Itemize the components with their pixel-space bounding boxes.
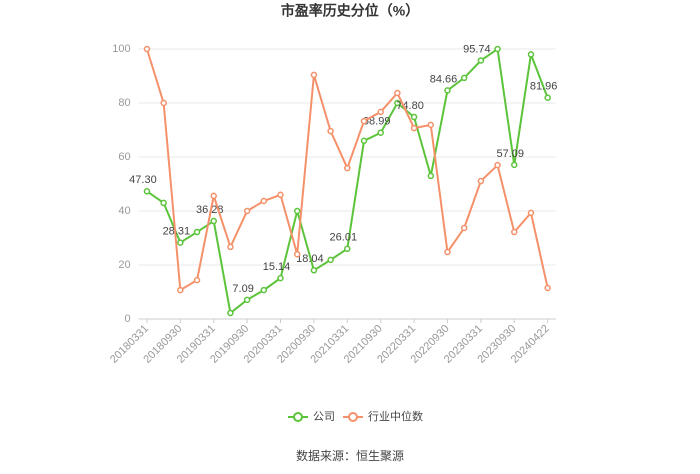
point xyxy=(193,228,201,236)
point xyxy=(160,199,167,207)
point xyxy=(477,57,485,64)
data-label: 57.09 xyxy=(496,148,524,160)
data-label: 28.31 xyxy=(163,225,191,237)
point xyxy=(260,197,268,205)
point xyxy=(327,256,334,264)
point xyxy=(511,161,518,169)
point xyxy=(143,45,151,53)
point xyxy=(527,51,535,58)
point xyxy=(293,207,301,215)
point xyxy=(310,71,318,79)
y-tick-label: 0 xyxy=(124,313,130,325)
point xyxy=(143,188,151,195)
point xyxy=(444,248,451,256)
point xyxy=(460,224,468,232)
point xyxy=(444,87,451,94)
y-tick-label: 60 xyxy=(118,151,130,163)
data-label: 26.01 xyxy=(330,232,358,244)
point xyxy=(160,99,167,107)
point xyxy=(344,245,351,253)
point xyxy=(210,217,217,225)
point xyxy=(277,274,284,282)
point xyxy=(377,129,384,136)
point xyxy=(344,164,351,172)
data-label: 18.04 xyxy=(296,253,324,265)
data-label: 47.30 xyxy=(129,174,157,186)
point xyxy=(544,284,551,292)
point xyxy=(227,243,234,251)
point xyxy=(511,228,518,236)
point xyxy=(360,137,368,145)
point xyxy=(177,239,184,246)
legend-label: 公司 xyxy=(313,411,335,423)
point xyxy=(243,207,251,215)
point xyxy=(243,296,251,304)
y-tick-label: 20 xyxy=(118,259,130,271)
point xyxy=(210,192,217,200)
point xyxy=(544,94,551,101)
point xyxy=(394,89,401,97)
point xyxy=(427,172,435,180)
point xyxy=(394,99,401,107)
point xyxy=(310,267,318,274)
data-label: 84.66 xyxy=(430,73,458,85)
legend-label: 行业中位数 xyxy=(368,409,423,423)
point xyxy=(427,121,435,129)
point xyxy=(293,250,301,258)
point xyxy=(377,108,384,116)
point xyxy=(177,286,184,294)
point xyxy=(460,74,468,82)
y-tick-label: 40 xyxy=(118,205,130,217)
source: 数据来源：恒生聚源 xyxy=(296,448,404,463)
point xyxy=(410,124,418,132)
point xyxy=(494,45,501,53)
series-line xyxy=(146,47,549,315)
point xyxy=(494,161,501,169)
point xyxy=(527,209,535,217)
point xyxy=(193,276,201,284)
data-label: 81.96 xyxy=(530,81,558,93)
y-tick-label: 80 xyxy=(118,97,130,109)
point xyxy=(260,286,268,294)
legend-marker xyxy=(293,412,303,422)
chart-title: 市盈率历史分位（%） xyxy=(281,3,419,19)
point xyxy=(410,113,418,121)
data-label: 7.09 xyxy=(232,283,253,295)
legend-marker xyxy=(348,412,358,422)
point xyxy=(360,117,368,125)
point xyxy=(327,127,334,135)
point xyxy=(277,191,284,199)
point xyxy=(477,177,485,185)
data-label: 15.14 xyxy=(263,261,291,273)
data-label: 95.74 xyxy=(463,43,491,55)
y-tick-label: 100 xyxy=(112,43,130,55)
point xyxy=(227,309,234,317)
